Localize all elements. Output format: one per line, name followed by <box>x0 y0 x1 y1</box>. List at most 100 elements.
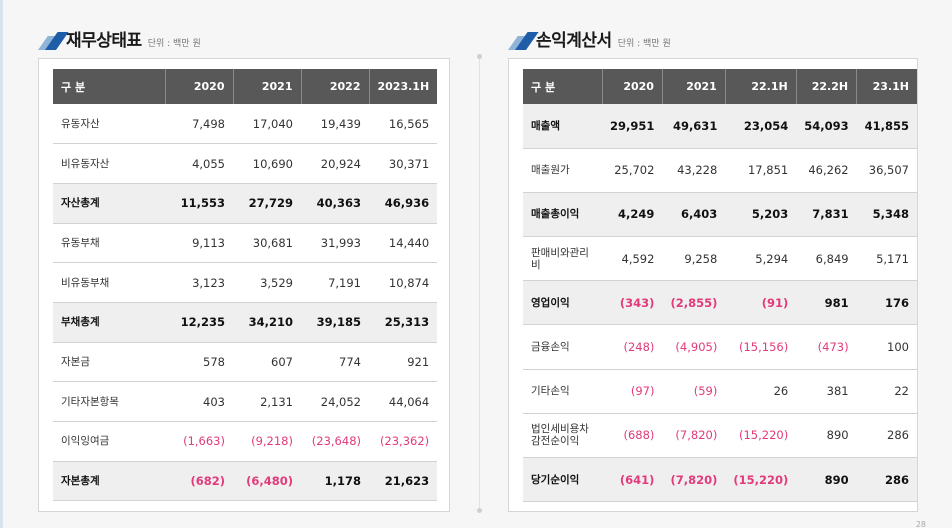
table-cell: (343) <box>602 280 663 326</box>
table-cell: (682) <box>165 461 233 502</box>
table-row: 이익잉여금 (1,663) (9,218) (23,648) (23,362) <box>53 421 438 462</box>
table-cell: (641) <box>602 457 663 503</box>
table-cell: 381 <box>796 369 857 414</box>
table-row: 유동자산 7,498 17,040 19,439 16,565 <box>53 104 438 145</box>
table-cell: (473) <box>796 324 857 370</box>
table-cell: 27,729 <box>233 183 301 224</box>
table-cell: 34,210 <box>233 302 301 343</box>
table-row: 판매비와관리비 4,592 9,258 5,294 6,849 5,171 <box>523 236 917 282</box>
table-cell: 5,294 <box>725 236 797 282</box>
table-cell: 12,235 <box>165 302 233 343</box>
table-cell: 19,439 <box>301 104 369 145</box>
title-logo-icon <box>508 32 539 50</box>
page-number: 28 <box>915 520 926 528</box>
table-cell: (59) <box>662 369 726 414</box>
table-cell: 9,258 <box>662 236 726 282</box>
title-logo-icon <box>38 32 69 50</box>
table-cell: (15,220) <box>725 457 797 503</box>
table-cell: 3,529 <box>233 262 301 303</box>
table-cell: 890 <box>796 413 857 459</box>
table-cell: 578 <box>165 342 233 383</box>
table-total-row: 영업이익 (343) (2,855) (91) 981 176 <box>523 280 917 326</box>
table-cell: 100 <box>856 324 917 370</box>
table-cell: (9,218) <box>233 421 301 462</box>
row-label: 부채총계 <box>53 302 165 343</box>
table-cell: 21,623 <box>369 461 438 502</box>
row-label: 자본총계 <box>53 461 165 502</box>
table-cell: (2,855) <box>662 280 726 326</box>
table-row: 금융손익 (248) (4,905) (15,156) (473) 100 <box>523 324 917 370</box>
table-cell: 10,874 <box>369 262 438 303</box>
table-cell: 4,592 <box>602 236 663 282</box>
table-row: 기타자본항목 403 2,131 24,052 44,064 <box>53 381 438 422</box>
table-cell: 921 <box>369 342 438 383</box>
table-cell: 41,855 <box>856 104 917 149</box>
table-total-row: 자산총계 11,553 27,729 40,363 46,936 <box>53 183 438 224</box>
table-row: 기타손익 (97) (59) 26 381 22 <box>523 369 917 414</box>
table-cell: 9,113 <box>165 223 233 264</box>
row-label: 금융손익 <box>523 324 603 370</box>
table-cell: 17,040 <box>233 104 301 145</box>
table-cell: 20,924 <box>301 143 369 184</box>
table-cell: 29,951 <box>602 104 663 149</box>
row-label: 매출액 <box>523 104 603 149</box>
column-header: 2020 <box>165 69 234 104</box>
balance-sheet-table: 구 분 2020 2021 2022 2023.1H 유동자산 7,498 17,040 19… <box>53 69 438 502</box>
table-row: 비유동자산 4,055 10,690 20,924 30,371 <box>53 143 438 184</box>
table-cell: 16,565 <box>369 104 438 145</box>
row-label: 유동자산 <box>53 104 165 145</box>
table-cell: 31,993 <box>301 223 369 264</box>
table-cell: 981 <box>796 280 857 326</box>
table-cell: 54,093 <box>796 104 857 149</box>
balance-sheet-heading: 재무상태표 단위 : 백만 원 <box>38 26 201 51</box>
table-row: 유동부채 9,113 30,681 31,993 14,440 <box>53 223 438 264</box>
table-cell: 7,831 <box>796 192 857 238</box>
income-statement-unit: 단위 : 백만 원 <box>617 39 671 49</box>
table-cell: 4,055 <box>165 143 233 184</box>
table-cell: 1,178 <box>301 461 369 502</box>
row-label: 판매비와관리비 <box>523 236 603 282</box>
table-cell: 14,440 <box>369 223 438 264</box>
table-total-row: 자본총계 (682) (6,480) 1,178 21,623 <box>53 461 438 502</box>
table-cell: (97) <box>602 369 663 414</box>
table-cell: (6,480) <box>233 461 301 502</box>
column-header: 구 분 <box>523 69 603 104</box>
column-header: 구 분 <box>53 69 166 104</box>
row-label: 비유동자산 <box>53 143 165 184</box>
table-cell: 5,203 <box>725 192 797 238</box>
table-total-row: 당기순이익 (641) (7,820) (15,220) 890 286 <box>523 457 917 503</box>
table-row: 비유동부채 3,123 3,529 7,191 10,874 <box>53 262 438 303</box>
table-cell: 25,702 <box>602 148 663 193</box>
table-cell: 44,064 <box>369 381 438 422</box>
row-label: 유동부채 <box>53 223 165 264</box>
table-cell: 46,936 <box>369 183 438 224</box>
table-cell: 7,498 <box>165 104 233 145</box>
income-statement-heading: 손익계산서 단위 : 백만 원 <box>508 26 671 51</box>
table-cell: 607 <box>233 342 301 383</box>
income-statement-card: 구 분 2020 2021 22.1H 22.2H 23.1H 매출액 29,951 49,6… <box>508 58 918 512</box>
table-cell: 6,403 <box>662 192 726 238</box>
table-cell: 890 <box>796 457 857 503</box>
table-cell: 5,348 <box>856 192 917 238</box>
table-cell: 10,690 <box>233 143 301 184</box>
table-cell: (15,220) <box>725 413 797 459</box>
row-label: 자산총계 <box>53 183 165 224</box>
table-cell: 49,631 <box>662 104 726 149</box>
table-cell: 24,052 <box>301 381 369 422</box>
row-label: 기타손익 <box>523 369 603 414</box>
table-row: 매출원가 25,702 43,228 17,851 46,262 36,507 <box>523 148 917 193</box>
table-cell: 11,553 <box>165 183 233 224</box>
row-label: 당기순이익 <box>523 457 603 503</box>
row-label: 영업이익 <box>523 280 603 326</box>
row-label: 자본금 <box>53 342 165 383</box>
table-cell: 30,681 <box>233 223 301 264</box>
column-header: 2022 <box>301 69 370 104</box>
table-cell: 36,507 <box>856 148 917 193</box>
table-cell: 3,123 <box>165 262 233 303</box>
table-cell: 39,185 <box>301 302 369 343</box>
table-cell: 30,371 <box>369 143 438 184</box>
column-header: 2021 <box>233 69 302 104</box>
column-header: 22.2H <box>796 69 858 104</box>
balance-sheet-title: 재무상태표 <box>66 31 142 51</box>
table-total-row: 매출액 29,951 49,631 23,054 54,093 41,855 <box>523 104 917 149</box>
